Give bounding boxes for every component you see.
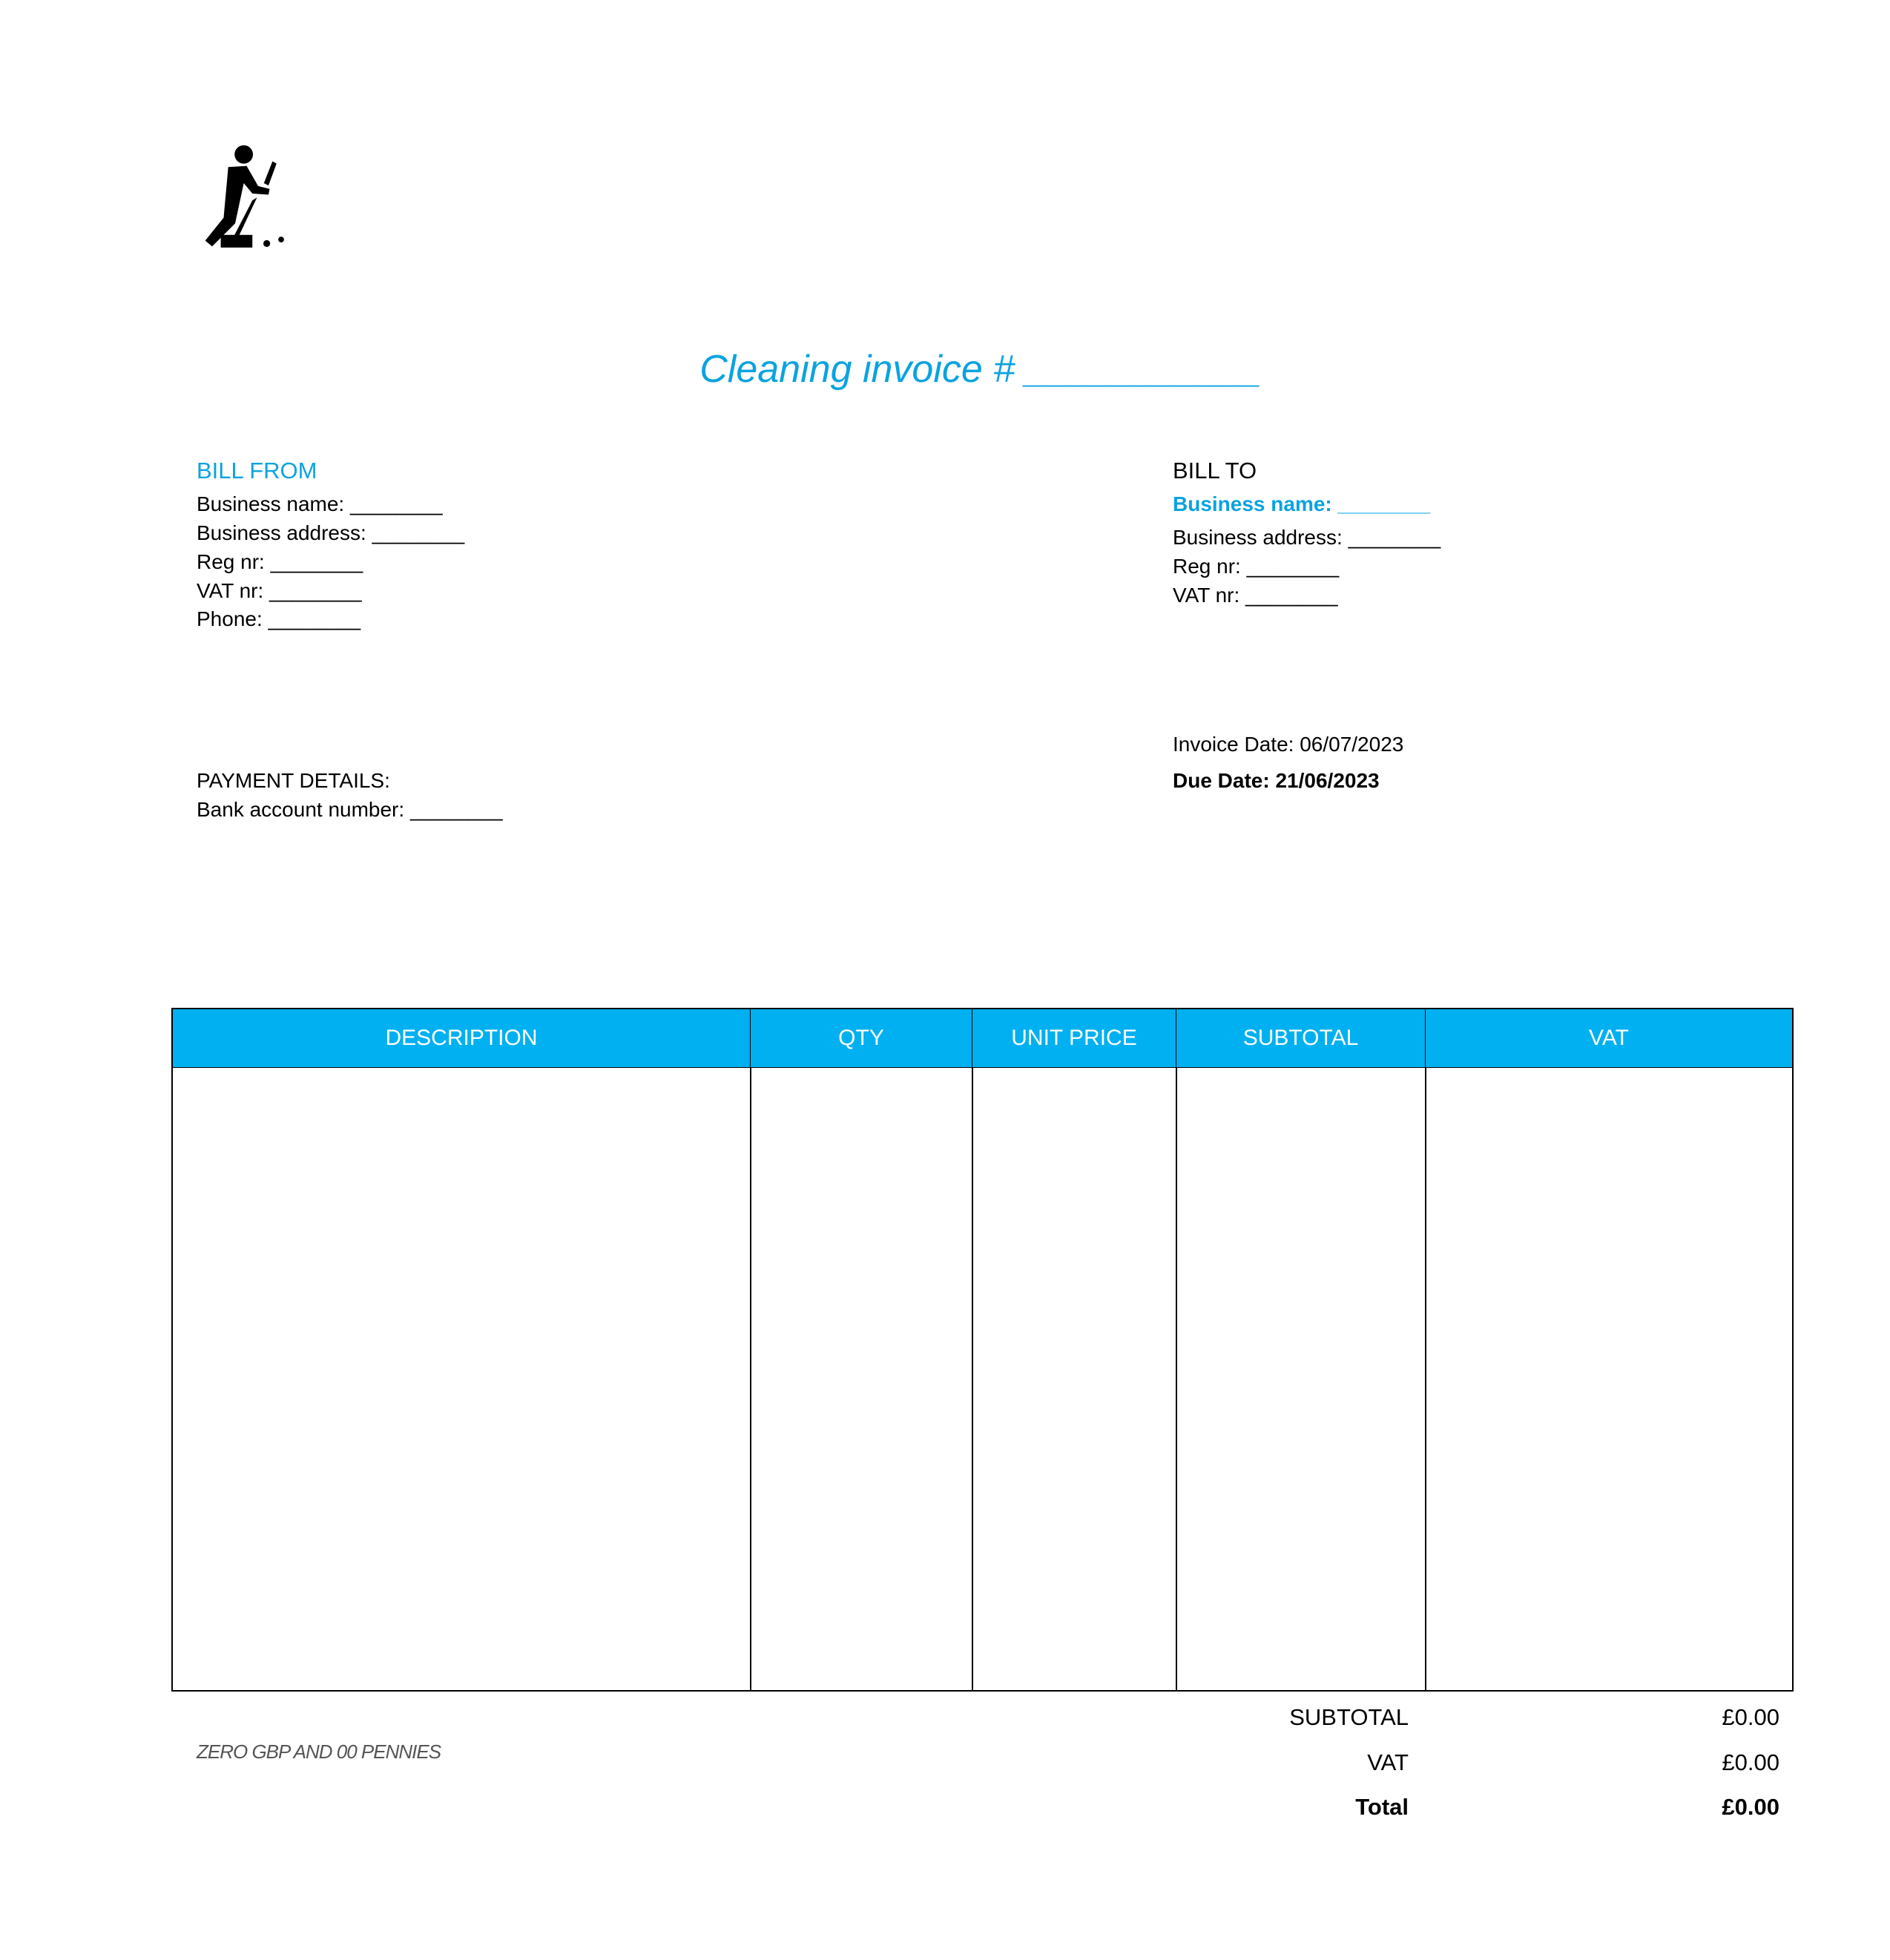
col-description: DESCRIPTION — [171, 1008, 751, 1068]
cell-subtotal[interactable] — [1175, 1067, 1426, 1691]
person-sweeping-icon — [205, 145, 284, 248]
total-value: £0.00 — [1722, 1794, 1779, 1820]
subtotal-value: £0.00 — [1722, 1704, 1779, 1730]
bill-to-business-name: Business name: ________ — [1173, 492, 1431, 515]
cell-qty[interactable] — [749, 1067, 973, 1691]
bill-from-business-name: Business name: ________ — [197, 492, 443, 515]
due-date: Due Date: 21/06/2023 — [1173, 769, 1380, 792]
bill-from-business-address: Business address: ________ — [197, 521, 465, 544]
table-header-row: DESCRIPTION QTY UNIT PRICE SUBTOTAL VAT — [171, 1008, 1794, 1068]
bill-from-vat: VAT nr: ________ — [197, 579, 362, 602]
amount-in-words: ZERO GBP AND 00 PENNIES — [197, 1740, 441, 1763]
line-items-table: DESCRIPTION QTY UNIT PRICE SUBTOTAL VAT — [171, 1008, 1794, 1692]
cell-unit-price[interactable] — [971, 1067, 1177, 1691]
bank-account: Bank account number: ________ — [197, 798, 503, 821]
bill-from-phone: Phone: ________ — [197, 607, 361, 630]
vat-value: £0.00 — [1722, 1749, 1779, 1775]
total-label: Total — [1355, 1794, 1409, 1820]
vat-label: VAT — [1367, 1749, 1409, 1775]
col-unit-price: UNIT PRICE — [972, 1008, 1176, 1068]
payment-heading: PAYMENT DETAILS: — [197, 769, 390, 792]
invoice-title: Cleaning invoice # ___________ — [699, 348, 1262, 391]
cell-description[interactable] — [171, 1067, 751, 1691]
cell-vat[interactable] — [1424, 1067, 1794, 1691]
invoice-date: Invoice Date: 06/07/2023 — [1173, 733, 1404, 756]
bill-to-vat: VAT nr: ________ — [1173, 584, 1338, 607]
bill-from-heading: BILL FROM — [197, 458, 317, 484]
bill-to-heading: BILL TO — [1173, 458, 1257, 484]
bill-to-reg: Reg nr: ________ — [1173, 555, 1340, 578]
col-qty: QTY — [750, 1008, 972, 1068]
subtotal-label: SUBTOTAL — [1289, 1704, 1409, 1730]
bill-from-reg: Reg nr: ________ — [197, 550, 363, 573]
col-vat: VAT — [1425, 1008, 1794, 1068]
col-subtotal: SUBTOTAL — [1176, 1008, 1426, 1068]
table-row — [171, 1067, 1794, 1691]
bill-to-business-address: Business address: ________ — [1173, 526, 1441, 549]
